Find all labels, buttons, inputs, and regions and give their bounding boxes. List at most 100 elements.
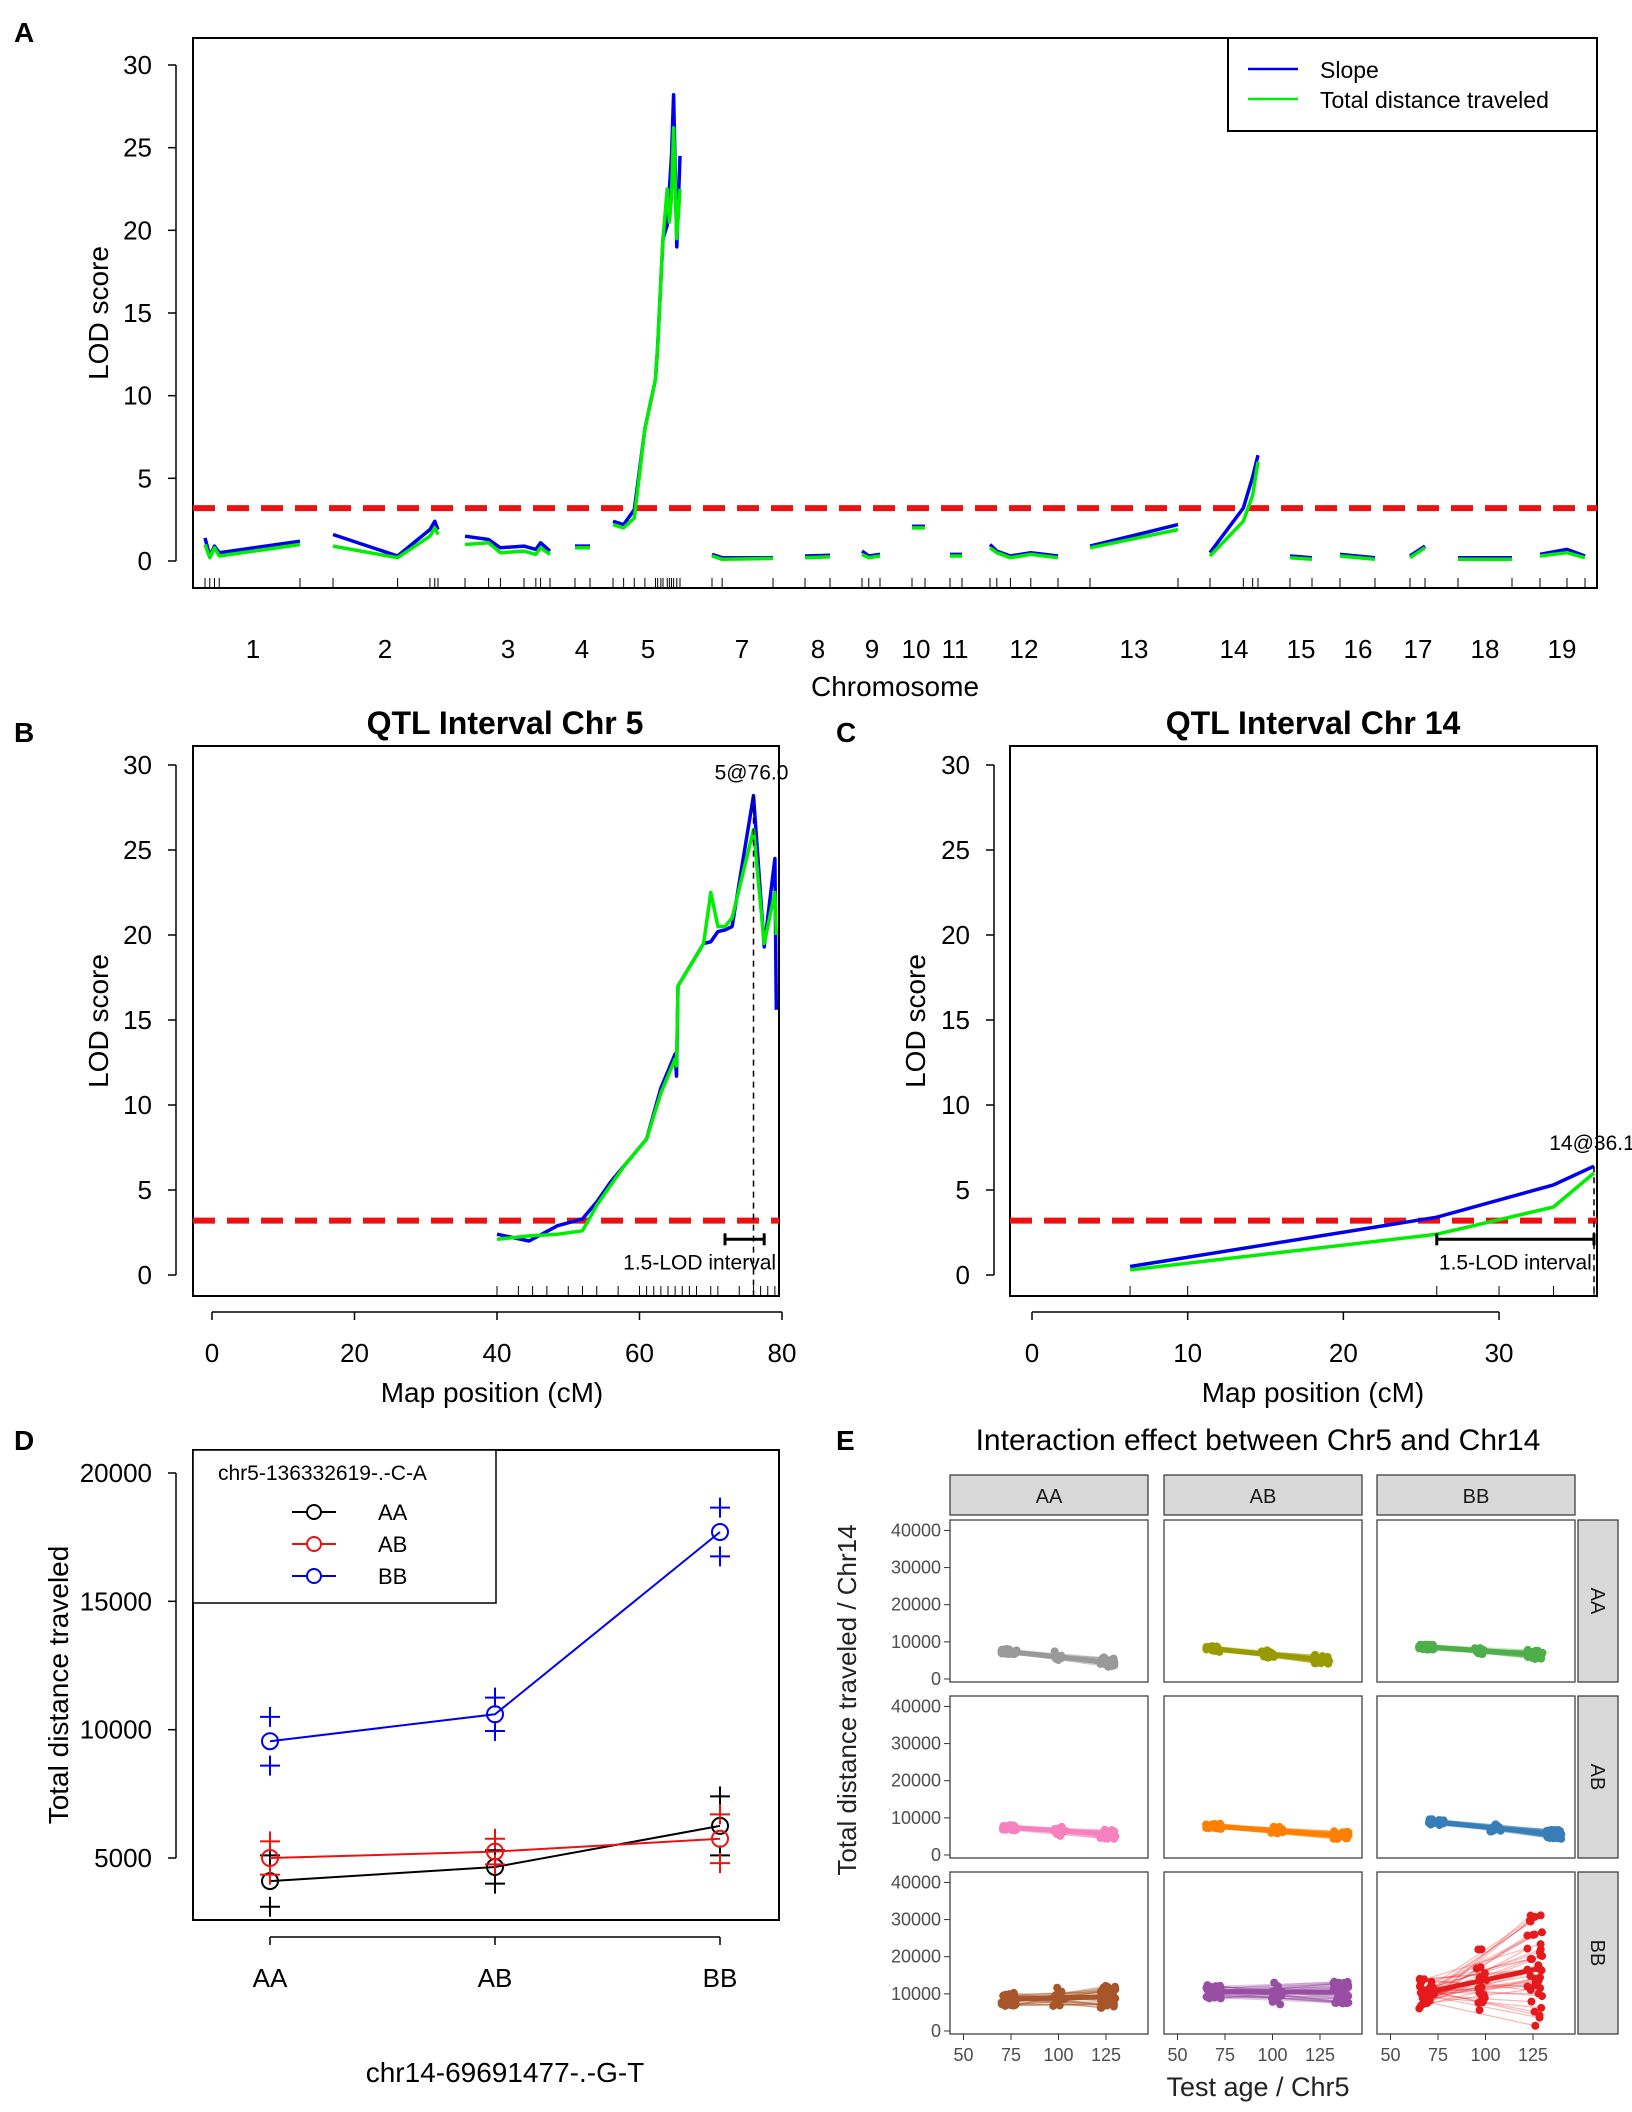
x-tick-label: 0 (205, 1338, 219, 1368)
lod-curve-slope-chr19 (1539, 547, 1586, 558)
lod-curve-total-distance-chr8 (804, 555, 831, 560)
x-tick-label-bb: BB (703, 1963, 738, 1993)
legend-swatch-point (306, 1568, 322, 1584)
y-tick-label: 30000 (891, 1558, 941, 1578)
subject-trajectory (1424, 1933, 1535, 1992)
x-tick-label-aa: AA (253, 1963, 288, 1993)
fit-line (1001, 1824, 1116, 1838)
data-point (1109, 1986, 1118, 1995)
mean-point-ab (711, 1829, 729, 1848)
y-tick-label: 10000 (891, 1632, 941, 1652)
subject-trajectory (1424, 1994, 1540, 2019)
row-strip-ab (1577, 1695, 1619, 1859)
subject-trajectory (1418, 1935, 1528, 2009)
data-point (1527, 1997, 1536, 2006)
lower-bound-marker (710, 1546, 730, 1567)
data-point (1334, 1979, 1343, 1988)
data-point (1523, 1944, 1532, 1953)
panel-b-x-axis: 0 20 40 60 80 (205, 1311, 796, 1368)
chromosome-label-8: 8 (811, 634, 825, 664)
data-point (1055, 2001, 1064, 2010)
fit-line (1205, 1989, 1349, 1995)
y-tick-label: 25 (941, 835, 970, 865)
panel-letter-b: B (14, 717, 34, 748)
fit-line (1205, 1822, 1349, 1839)
lod-curve-total-distance-chr17 (1409, 546, 1426, 560)
y-tick-label: 30 (123, 50, 152, 80)
data-point (1538, 1992, 1547, 2001)
chromosome-label-9: 9 (865, 634, 879, 664)
x-tick-label: 0 (1025, 1338, 1039, 1368)
panel-d-legend-entries: AA AB BB (292, 1500, 408, 1589)
x-tick-label: 75 (1001, 2045, 1021, 2065)
y-tick-label: 10 (941, 1090, 970, 1120)
chromosome-label-12: 12 (1010, 634, 1039, 664)
lod-curve-total-distance-chr13 (1089, 527, 1179, 550)
fit-line (1418, 1643, 1543, 1658)
subject-trajectory (1427, 1931, 1543, 1992)
upper-bound-marker (710, 1786, 730, 1807)
y-tick-label: 0 (931, 1845, 941, 1865)
lod-curve-slope-chr2 (332, 519, 440, 558)
chromosome-label-13: 13 (1120, 634, 1149, 664)
panel-a-y-axis-label: LOD score (83, 246, 114, 380)
lod-curve-total-distance-chr19 (1539, 550, 1586, 560)
panel-c-x-axis-label: Map position (cM) (1202, 1377, 1425, 1408)
y-tick-label: 20 (123, 920, 152, 950)
panel-c-title: QTL Interval Chr 14 (1166, 705, 1461, 741)
data-point (1011, 2000, 1020, 2009)
panel-b-title: QTL Interval Chr 5 (367, 705, 644, 741)
lod-curve-slope-chr13 (1089, 522, 1179, 548)
data-point (1474, 1984, 1483, 1993)
y-tick-label: 10000 (891, 1808, 941, 1828)
column-strip-ab (1163, 1474, 1363, 1516)
lod-curve-total-distance-chr9 (861, 552, 881, 560)
data-point (1203, 1981, 1212, 1990)
data-point (1216, 1994, 1225, 2003)
panel-a-x-axis-label: Chromosome (811, 671, 979, 702)
data-point (1476, 1963, 1485, 1972)
data-point (1050, 1647, 1059, 1656)
mean-line-bb (269, 1531, 721, 1743)
panel-b-marker-rug (496, 1286, 776, 1296)
peak-label: 14@36.1 (1549, 1132, 1632, 1155)
lod-curve-total-distance (496, 827, 779, 1242)
y-tick-label: 0 (138, 1260, 152, 1290)
data-point (1537, 1928, 1546, 1937)
panel-b-series (496, 793, 779, 1243)
subject-trajectory (1220, 1982, 1334, 1990)
facet-panel (1376, 1519, 1576, 1683)
y-tick-label: 5 (138, 463, 152, 493)
data-point (1053, 1983, 1062, 1992)
panel-d-legend: chr5-136332619-.-C-A AA AB BB (192, 1449, 497, 1604)
x-tick-label-ab: AB (478, 1963, 513, 1993)
data-point (1415, 1975, 1424, 1984)
lod-curve-total-distance-chr7 (711, 554, 774, 562)
data-point (1101, 1981, 1110, 1990)
panel-e-facet-grid: Interaction effect between Chr5 and Chr1… (832, 1424, 1619, 2102)
data-point (1535, 2013, 1544, 2022)
x-tick-label: 50 (1380, 2045, 1400, 2065)
lower-bound-marker (485, 1854, 505, 1875)
column-strip-bb (1376, 1474, 1576, 1516)
data-point (1527, 1955, 1536, 1964)
x-tick-label: 10 (1173, 1338, 1202, 1368)
subject-trajectory (1432, 1951, 1541, 1989)
lod-curve-total-distance-chr2 (332, 526, 440, 560)
panel-a-y-axis: 0 5 10 15 20 25 30 (123, 50, 177, 576)
subject-trajectory (1429, 1954, 1541, 1989)
y-tick-label: 10 (123, 381, 152, 411)
legend-label: AA (378, 1500, 408, 1525)
facet-panel (949, 1871, 1149, 2035)
y-tick-label: 25 (123, 133, 152, 163)
panel-e-x-axis-label: Test age / Chr5 (1166, 2072, 1349, 2102)
subject-trajectory (1424, 1916, 1536, 1991)
x-tick-label: 125 (1091, 2045, 1121, 2065)
data-point (1523, 1931, 1532, 1940)
y-tick-label: 20000 (891, 1771, 941, 1791)
mean-point-bb (261, 1732, 279, 1751)
subject-trajectory (1423, 1969, 1528, 1980)
lower-bound-marker (710, 1853, 730, 1874)
